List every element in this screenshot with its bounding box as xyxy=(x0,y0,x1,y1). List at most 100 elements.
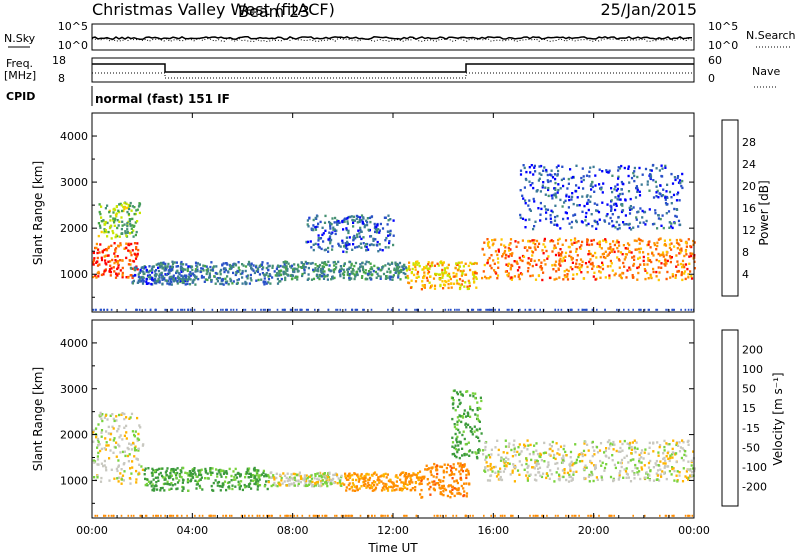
echo-cell xyxy=(490,514,492,517)
echo-cell xyxy=(664,198,667,201)
echo-cell xyxy=(124,454,127,458)
echo-cell xyxy=(684,263,688,266)
echo-cell xyxy=(617,166,620,169)
echo-cell xyxy=(537,179,540,182)
echo-cell xyxy=(315,481,318,484)
echo-cell xyxy=(363,474,366,478)
echo-cell xyxy=(687,273,690,276)
echo-cell xyxy=(423,475,426,478)
echo-cell xyxy=(629,197,632,201)
echo-cell xyxy=(586,265,589,269)
echo-cell xyxy=(468,482,471,485)
echo-cell xyxy=(224,267,227,270)
echo-cell xyxy=(120,478,124,481)
echo-cell xyxy=(201,267,204,270)
echo-cell xyxy=(260,263,264,266)
echo-cell xyxy=(674,178,677,182)
echo-cell xyxy=(100,462,103,465)
echo-cell xyxy=(491,243,494,247)
echo-cell xyxy=(537,207,540,210)
echo-cell xyxy=(591,263,594,266)
echo-cell xyxy=(377,228,380,231)
echo-cell xyxy=(196,262,200,265)
echo-cell xyxy=(525,178,528,182)
echo-cell xyxy=(140,280,143,283)
echo-cell xyxy=(473,425,476,428)
echo-cell xyxy=(498,477,501,481)
echo-cell xyxy=(547,180,550,184)
echo-cell xyxy=(385,275,388,278)
echo-cell xyxy=(369,271,372,274)
echo-cell xyxy=(204,477,207,480)
echo-cell xyxy=(600,475,603,478)
echo-cell xyxy=(250,262,253,265)
echo-cell xyxy=(420,482,423,485)
echo-cell xyxy=(637,210,640,213)
echo-cell xyxy=(494,250,497,253)
echo-cell xyxy=(198,473,201,477)
echo-cell xyxy=(557,238,560,242)
echo-cell xyxy=(507,458,510,461)
echo-cell xyxy=(571,464,574,467)
echo-cell xyxy=(485,277,488,280)
echo-cell xyxy=(398,261,402,265)
echo-cell xyxy=(135,246,138,249)
echo-cell xyxy=(480,399,483,403)
echo-cell xyxy=(151,268,154,271)
echo-cell xyxy=(153,274,156,277)
echo-cell xyxy=(104,229,107,232)
echo-cell xyxy=(399,473,402,477)
echo-cell xyxy=(118,235,121,238)
echo-cell xyxy=(423,274,426,277)
echo-cell xyxy=(548,276,552,280)
echo-cell xyxy=(558,261,561,265)
echo-cell xyxy=(269,308,271,311)
echo-cell xyxy=(214,514,216,517)
echo-cell xyxy=(401,471,404,474)
echo-cell xyxy=(496,439,499,442)
echo-cell xyxy=(300,261,303,265)
echo-cell xyxy=(692,467,695,470)
echo-cell xyxy=(302,263,305,266)
echo-cell xyxy=(613,443,616,446)
echo-cell xyxy=(680,262,683,266)
echo-cell xyxy=(320,269,323,272)
echo-cell xyxy=(504,514,506,517)
echo-cell xyxy=(666,183,669,186)
echo-cell xyxy=(339,273,342,276)
echo-cell xyxy=(593,449,596,452)
echo-cell xyxy=(502,451,505,454)
echo-cell xyxy=(450,472,454,476)
echo-cell xyxy=(283,266,286,269)
echo-cell xyxy=(216,484,219,487)
echo-cell xyxy=(354,308,357,311)
x-tick-label: 00:00 xyxy=(76,524,108,537)
echo-cell xyxy=(262,471,265,475)
echo-cell xyxy=(384,482,387,486)
echo-cell xyxy=(100,431,103,434)
echo-cell xyxy=(435,476,438,479)
echo-cell xyxy=(358,235,361,238)
echo-cell xyxy=(414,308,416,311)
echo-cell xyxy=(362,216,365,219)
echo-cell xyxy=(476,417,479,420)
echo-cell xyxy=(260,278,263,281)
echo-cell xyxy=(480,308,482,311)
echo-cell xyxy=(675,215,678,218)
echo-cell xyxy=(644,277,647,281)
echo-cell xyxy=(575,241,578,244)
echo-cell xyxy=(433,480,436,483)
echo-cell xyxy=(644,476,647,479)
echo-cell xyxy=(172,514,175,517)
echo-cell xyxy=(344,476,348,480)
echo-cell xyxy=(627,174,630,178)
echo-cell xyxy=(121,438,124,441)
echo-cell xyxy=(430,473,433,477)
echo-cell xyxy=(666,443,669,446)
echo-cell xyxy=(398,308,400,311)
echo-cell xyxy=(677,444,680,447)
echo-cell xyxy=(389,229,392,233)
echo-cell xyxy=(465,426,468,429)
echo-cell xyxy=(124,230,127,233)
echo-cell xyxy=(111,229,114,233)
